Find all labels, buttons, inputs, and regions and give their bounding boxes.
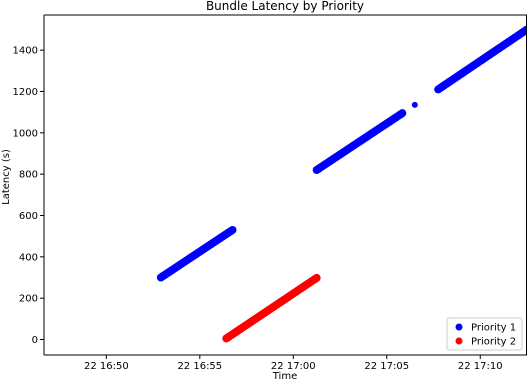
data-point [398,109,407,118]
x-axis-label: Time [272,371,297,381]
series-2 [222,273,321,343]
legend-label: Priority 1 [471,323,516,334]
legend-marker [455,337,463,345]
y-tick-label: 0 [32,335,38,346]
y-tick-label: 200 [19,294,38,305]
series-1 [156,25,527,282]
y-tick-label: 600 [19,211,38,222]
y-axis-label: Latency (s) [1,149,12,205]
data-marks [156,25,527,343]
y-tick-label: 400 [19,252,38,263]
x-tick-label: 22 16:50 [84,361,129,372]
legend-label: Priority 2 [471,337,516,348]
x-tick-label: 22 17:00 [271,361,316,372]
y-tick-label: 1000 [13,128,38,139]
legend: Priority 1 Priority 2 [446,317,523,351]
x-tick-label: 22 17:10 [458,361,503,372]
y-tick-label: 1200 [13,87,38,98]
x-tick-label: 22 16:55 [177,361,222,372]
y-tick-label: 800 [19,170,38,181]
chart-title: Bundle Latency by Priority [206,0,364,13]
y-tick-label: 1400 [13,46,38,57]
data-point [411,101,418,108]
plot-area [156,25,527,343]
data-point [312,273,321,282]
x-tick-label: 22 17:05 [364,361,409,372]
legend-box [446,317,523,351]
data-point [228,225,237,234]
legend-marker [455,323,463,331]
